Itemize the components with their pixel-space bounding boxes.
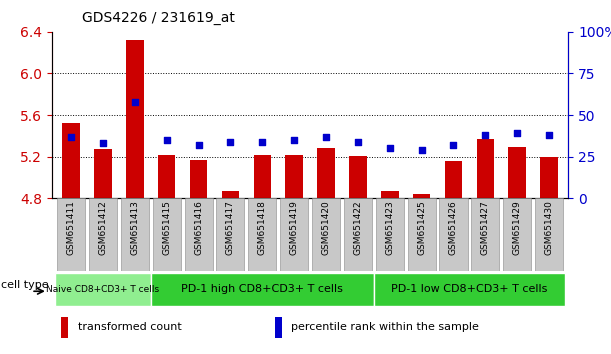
Bar: [57, 198, 85, 271]
Bar: [344, 198, 372, 271]
Bar: [89, 198, 117, 271]
Bar: [62, 124, 80, 198]
Point: [289, 137, 299, 143]
Point: [194, 142, 203, 148]
Bar: [280, 198, 308, 271]
Bar: [445, 161, 463, 198]
Text: GSM651429: GSM651429: [513, 200, 522, 255]
Bar: [190, 160, 207, 198]
Point: [480, 132, 490, 138]
Bar: [185, 198, 213, 271]
Bar: [381, 191, 398, 198]
Point: [321, 134, 331, 139]
Bar: [477, 139, 494, 198]
Point: [130, 99, 140, 104]
Bar: [503, 198, 531, 271]
Point: [513, 131, 522, 136]
Text: GSM651413: GSM651413: [130, 200, 139, 255]
Bar: [508, 147, 526, 198]
Text: GSM651417: GSM651417: [226, 200, 235, 255]
Point: [66, 134, 76, 139]
Text: percentile rank within the sample: percentile rank within the sample: [291, 322, 479, 332]
Bar: [439, 198, 467, 271]
Text: GSM651420: GSM651420: [321, 200, 331, 255]
Text: GSM651411: GSM651411: [67, 200, 76, 255]
Bar: [121, 198, 149, 271]
Text: GSM651419: GSM651419: [290, 200, 299, 255]
Text: transformed count: transformed count: [78, 322, 181, 332]
Text: GSM651422: GSM651422: [353, 200, 362, 255]
Bar: [153, 198, 181, 271]
Bar: [413, 194, 430, 198]
Point: [162, 137, 172, 143]
Bar: [216, 198, 244, 271]
Point: [544, 132, 554, 138]
Point: [417, 147, 426, 153]
Bar: [248, 198, 276, 271]
Text: GSM651423: GSM651423: [386, 200, 394, 255]
Point: [257, 139, 267, 144]
Bar: [374, 273, 565, 306]
Bar: [275, 317, 282, 338]
Bar: [408, 198, 436, 271]
Point: [448, 142, 458, 148]
Bar: [126, 40, 144, 198]
Bar: [376, 198, 404, 271]
Bar: [94, 149, 112, 198]
Bar: [158, 155, 175, 198]
Bar: [61, 317, 68, 338]
Text: GSM651425: GSM651425: [417, 200, 426, 255]
Text: GDS4226 / 231619_at: GDS4226 / 231619_at: [82, 11, 235, 25]
Text: Naive CD8+CD3+ T cells: Naive CD8+CD3+ T cells: [46, 285, 159, 294]
Bar: [535, 198, 563, 271]
Text: GSM651430: GSM651430: [544, 200, 554, 255]
Bar: [285, 155, 303, 198]
Bar: [254, 155, 271, 198]
Text: GSM651415: GSM651415: [162, 200, 171, 255]
Text: PD-1 low CD8+CD3+ T cells: PD-1 low CD8+CD3+ T cells: [391, 284, 547, 295]
Bar: [540, 156, 558, 198]
Bar: [55, 273, 151, 306]
Point: [225, 139, 235, 144]
Text: cell type: cell type: [1, 280, 49, 290]
Text: GSM651416: GSM651416: [194, 200, 203, 255]
Bar: [471, 198, 499, 271]
Bar: [317, 148, 335, 198]
Bar: [312, 198, 340, 271]
Bar: [222, 191, 239, 198]
Text: GSM651418: GSM651418: [258, 200, 267, 255]
Bar: [349, 156, 367, 198]
Point: [353, 139, 363, 144]
Text: GSM651426: GSM651426: [449, 200, 458, 255]
Text: GSM651427: GSM651427: [481, 200, 490, 255]
Point: [385, 145, 395, 151]
Text: PD-1 high CD8+CD3+ T cells: PD-1 high CD8+CD3+ T cells: [181, 284, 343, 295]
Point: [98, 141, 108, 146]
Bar: [151, 273, 374, 306]
Text: GSM651412: GSM651412: [98, 200, 108, 255]
